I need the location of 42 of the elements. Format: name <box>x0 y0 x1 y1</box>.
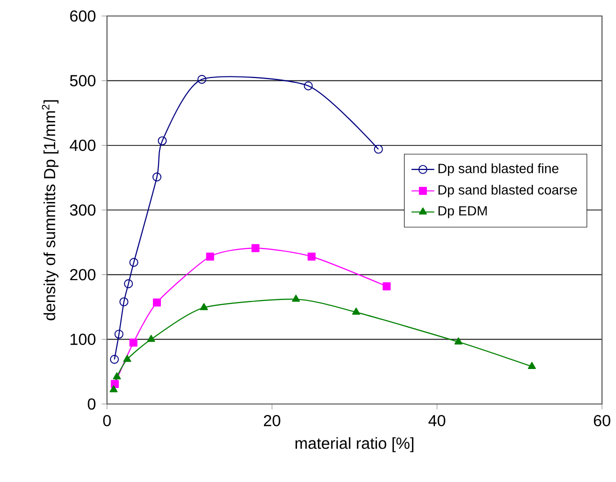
x-tick-label: 60 <box>594 414 610 426</box>
point <box>197 74 206 84</box>
point <box>200 303 208 310</box>
point <box>252 244 260 252</box>
x-tick-label: 20 <box>264 414 280 426</box>
point <box>129 338 138 347</box>
x-axis-title: material ratio [%] <box>296 437 414 452</box>
point <box>129 258 138 267</box>
point <box>119 297 128 306</box>
x-tick-label: 0 <box>103 414 111 426</box>
point <box>308 252 316 261</box>
legend-label: Dp sand blasted fine <box>438 163 558 176</box>
point <box>206 252 214 261</box>
point <box>528 362 536 370</box>
point <box>352 308 360 315</box>
point <box>454 337 462 344</box>
y-tick-label: 400 <box>70 140 96 151</box>
point <box>112 372 121 380</box>
point <box>110 354 119 364</box>
point <box>114 330 124 339</box>
legend-label: Dp EDM <box>438 206 487 218</box>
point <box>123 354 132 362</box>
point <box>124 279 133 288</box>
legend-label: Dp sand blasted coarse <box>438 184 577 198</box>
y-tick-label: 200 <box>70 269 96 280</box>
point <box>152 298 161 306</box>
y-tick-label: 500 <box>70 75 96 86</box>
point <box>110 380 119 388</box>
point <box>158 136 167 146</box>
x-tick-label: 40 <box>428 414 446 426</box>
point <box>152 172 162 182</box>
y-tick-label: 100 <box>70 334 96 345</box>
point <box>374 144 383 154</box>
point <box>304 81 313 90</box>
y-axis-title: density of summitts Dp [1/mm$^{2}$] <box>42 100 58 320</box>
point <box>382 282 391 290</box>
y-tick-label: 600 <box>70 10 96 22</box>
point <box>292 294 300 302</box>
point <box>147 334 156 342</box>
y-tick-label: 300 <box>70 204 96 216</box>
y-tick-label: 0 <box>88 398 96 410</box>
point <box>110 385 118 392</box>
